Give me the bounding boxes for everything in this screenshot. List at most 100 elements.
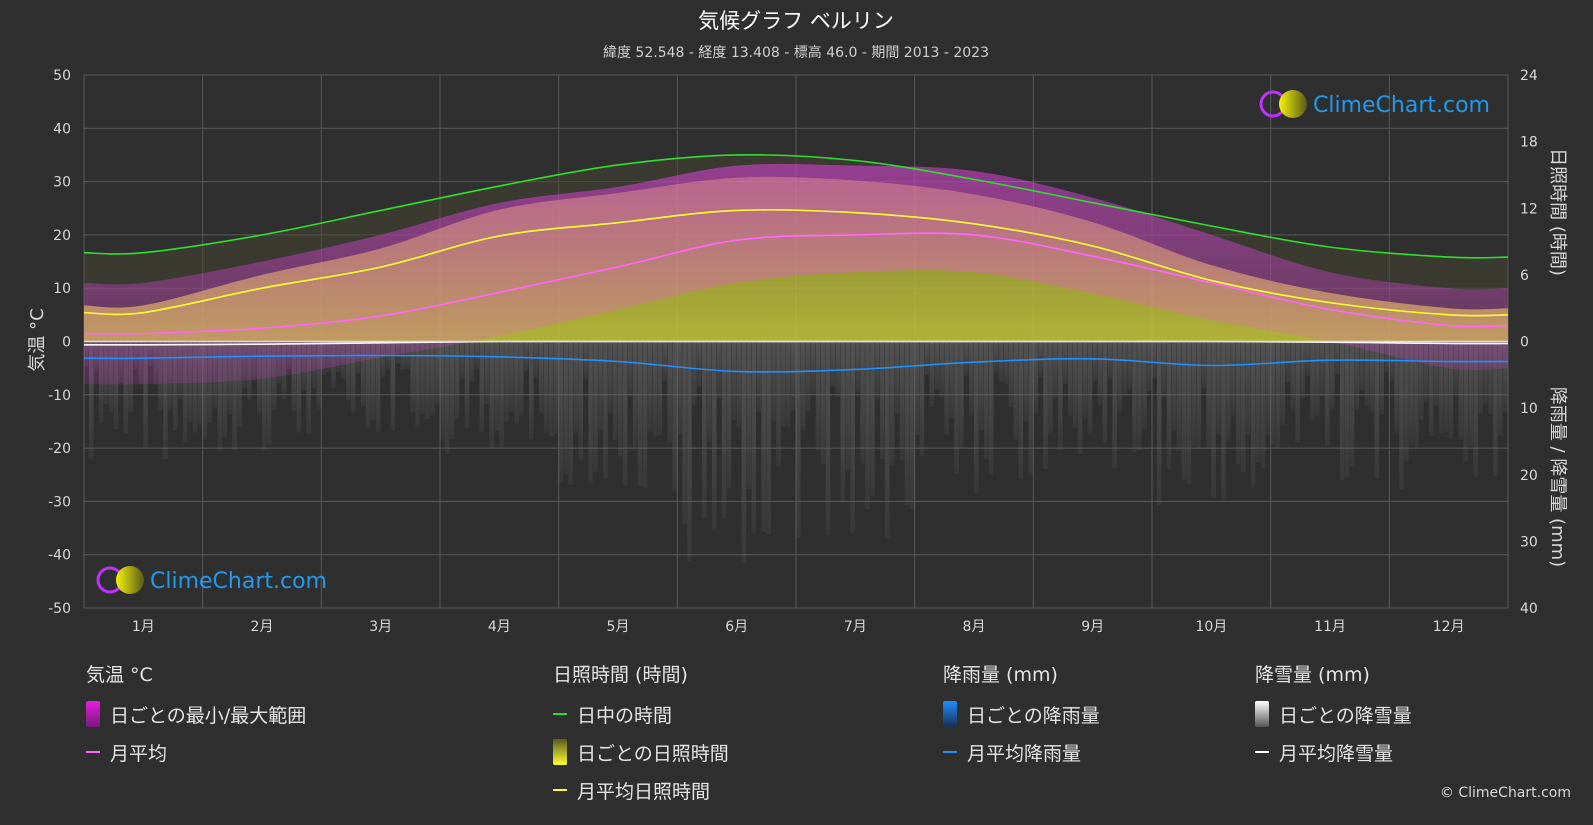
precip-daily-bar	[1344, 341, 1350, 478]
precip-daily-bar	[543, 341, 549, 433]
precip-daily-bar	[761, 341, 766, 532]
precip-daily-bar	[1295, 341, 1300, 443]
daylight-line	[83, 154, 1509, 259]
precip-daily-bar	[1018, 341, 1024, 480]
left-axis-tick-label: -10	[48, 388, 71, 404]
precip-daily-bar	[964, 341, 969, 376]
precip-daily-bar	[558, 341, 564, 483]
precip-daily-bar	[726, 341, 732, 489]
precip-daily-bar	[875, 341, 880, 399]
legend-temperature-heading: 気温 °C	[86, 664, 153, 686]
precip-daily-bar	[1102, 341, 1108, 444]
precip-daily-bar	[1152, 341, 1157, 379]
precip-daily-bar	[410, 341, 415, 413]
precip-daily-bar	[1265, 341, 1271, 435]
legend-rain-avg-item: 月平均降雨量	[943, 741, 1100, 765]
left-axis-tick-label: -20	[48, 441, 71, 457]
precip-daily-bar	[1394, 341, 1399, 433]
precip-daily-bar	[1053, 341, 1058, 400]
legend-temp-avg-item: 月平均	[86, 741, 306, 765]
temp-avg-swatch	[86, 751, 100, 753]
precip-daily-bar	[702, 341, 707, 519]
precip-daily-bar	[1503, 341, 1508, 412]
brand-logo-bottom-text: ClimeChart.com	[150, 569, 327, 594]
precip-daily-bar	[514, 341, 519, 424]
month-tick-label: 7月	[844, 619, 867, 635]
precip-daily-bar	[1483, 341, 1488, 405]
precip-daily-bar	[934, 341, 939, 390]
precip-daily-bar	[563, 341, 569, 474]
precip-daily-bar	[1226, 341, 1231, 441]
precip-daily-bar	[375, 341, 381, 432]
precip-daily-bar	[1008, 341, 1014, 407]
precip-daily-bar	[1058, 341, 1063, 450]
precip-daily-bar	[504, 341, 509, 422]
precip-daily-bar	[1216, 341, 1221, 435]
precip-daily-bar	[978, 341, 984, 431]
copyright-text: © ClimeChart.com	[1439, 785, 1571, 801]
precip-daily-bar	[919, 341, 925, 456]
precip-daily-bar	[885, 341, 890, 539]
precip-daily-bar	[1468, 341, 1473, 446]
legend-rain: 降雨量 (mm) 日ごとの降雨量 月平均降雨量	[943, 660, 1100, 779]
legend-snow: 降雪量 (mm) 日ごとの降雪量 月平均降雪量	[1255, 660, 1412, 779]
precip-daily-bar	[929, 341, 935, 407]
precip-daily-bar	[454, 341, 460, 420]
precip-daily-bar	[1498, 341, 1503, 436]
precip-daily-bar	[444, 341, 450, 454]
precip-daily-bar	[1211, 341, 1216, 498]
precip-daily-bar	[1339, 341, 1345, 480]
precip-daily-bar	[845, 341, 850, 472]
precip-daily-bar	[548, 341, 554, 437]
precip-daily-bar	[988, 341, 994, 476]
precip-daily-bar	[1315, 341, 1320, 417]
precip-daily-bar	[637, 341, 643, 486]
temp-range-swatch	[86, 701, 100, 727]
precip-daily-bar	[1438, 341, 1444, 433]
precip-daily-bar	[1463, 341, 1469, 462]
precip-daily-bar	[860, 341, 865, 464]
precip-daily-bar	[202, 341, 208, 440]
precip-daily-bar	[1181, 341, 1187, 480]
precip-daily-bar	[1369, 341, 1375, 413]
left-axis-tick-label: 50	[53, 68, 71, 84]
precip-daily-bar	[598, 341, 603, 432]
month-tick-label: 6月	[725, 619, 748, 635]
precip-daily-bar	[479, 341, 485, 432]
precip-daily-bar	[756, 341, 761, 413]
month-tick-label: 8月	[963, 619, 986, 635]
precip-daily-bar	[622, 341, 628, 485]
left-axis-tick-label: -50	[48, 601, 71, 617]
right-top-axis-tick-label: 6	[1520, 268, 1529, 284]
precip-daily-bar	[800, 341, 806, 431]
precip-daily-bar	[494, 341, 499, 431]
precip-daily-bar	[1117, 341, 1122, 412]
right-bottom-axis-tick-label: 40	[1520, 601, 1538, 617]
axis-ticks: 50 40 30 20 10 0 -10 -20 -30 -40 -50 24 18 12 6 0 10 20 30…	[48, 68, 1538, 635]
right-bottom-axis-tick-label: 10	[1520, 401, 1538, 417]
left-axis-title: 気温 °C	[27, 308, 48, 371]
precip-daily-bar	[1448, 341, 1454, 439]
precip-daily-bar	[1305, 341, 1310, 376]
precip-daily-bar	[618, 341, 623, 458]
precip-daily-bar	[484, 341, 490, 405]
temperature-avg-line	[83, 232, 1509, 335]
precip-daily-bar	[380, 341, 386, 377]
precip-daily-bar	[182, 341, 188, 443]
precip-daily-bar	[657, 341, 663, 436]
precip-daily-bar	[1236, 341, 1241, 465]
precip-daily-bar	[1399, 341, 1404, 490]
precip-daily-bar	[642, 341, 648, 488]
precip-daily-bar	[983, 341, 989, 460]
left-axis-tick-label: -40	[48, 548, 71, 564]
precip-daily-bar	[1161, 341, 1167, 397]
precip-daily-bar	[88, 341, 94, 459]
precip-daily-bar	[865, 341, 870, 510]
precip-daily-bar	[509, 341, 514, 412]
precip-daily-bar	[1260, 341, 1266, 468]
precip-daily-bar	[296, 341, 302, 433]
temperature-range-band	[84, 163, 1508, 385]
left-axis-tick-label: 20	[53, 228, 71, 244]
precip-daily-bar	[306, 341, 312, 434]
